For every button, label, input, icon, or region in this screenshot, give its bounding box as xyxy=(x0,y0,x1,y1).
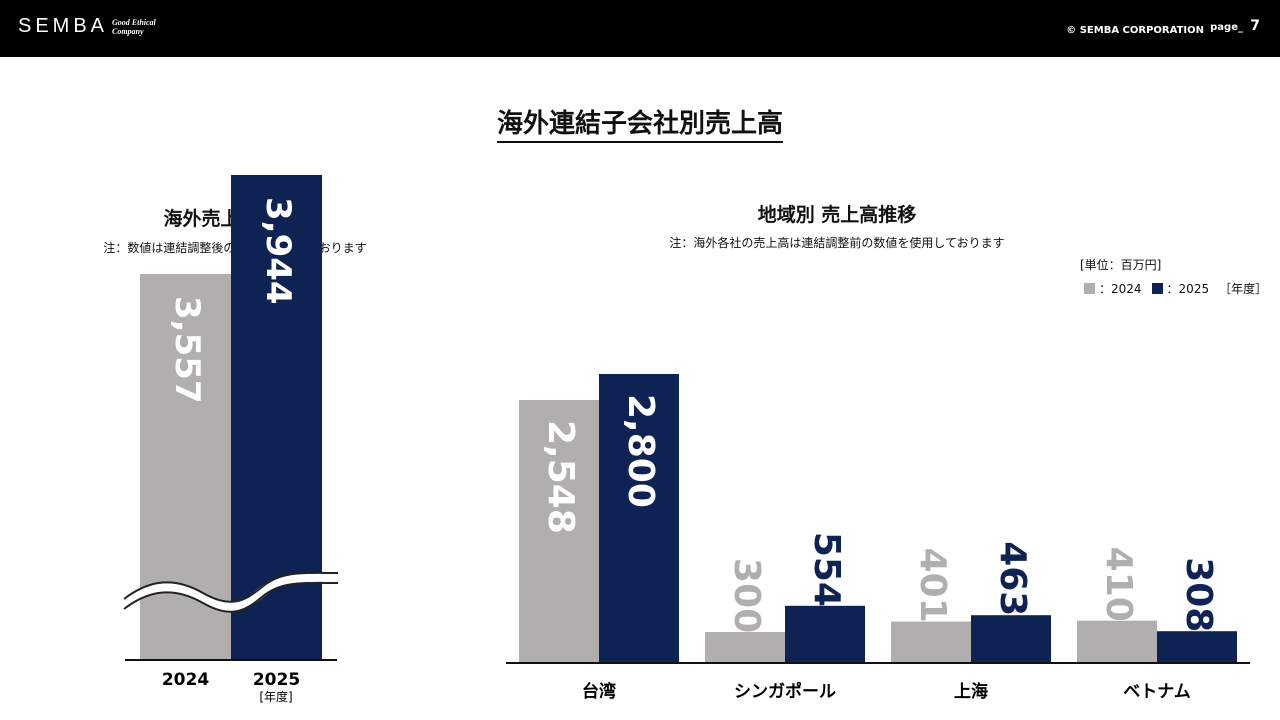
bar-label-台湾-2025: 2,800 xyxy=(620,394,661,508)
unit-label: [単位：百万円] xyxy=(1080,258,1162,272)
legend-label-2024: ：2024 xyxy=(1099,282,1142,296)
x-tick-上海: 上海 xyxy=(954,681,988,702)
bar-label-上海-2025: 463 xyxy=(992,541,1033,616)
page-title: 海外連結子会社別売上高 xyxy=(0,103,1280,143)
logo-tagline: Good Ethical Company xyxy=(112,18,156,36)
x-tick-ベトナム: ベトナム xyxy=(1123,682,1191,702)
legend-swatch-2025 xyxy=(1151,283,1163,294)
bar-上海-2024 xyxy=(891,621,971,663)
legend-swatch-2024 xyxy=(1084,283,1095,294)
x-axis-year-suffix: [年度] xyxy=(259,689,292,704)
bar-ベトナム-2025 xyxy=(1157,631,1237,663)
chart-legend: ：2024 ：2025 ［年度］ xyxy=(1084,280,1267,297)
bar-シンガポール-2025 xyxy=(785,605,865,663)
page-number: 7 xyxy=(1250,18,1260,34)
legend-label-2025: ：2025 xyxy=(1166,282,1210,296)
legend-item-2025: ：2025 xyxy=(1151,280,1210,297)
bar-label-total-2025: 3,944 xyxy=(258,197,298,305)
x-tick-シンガポール: シンガポール xyxy=(734,681,836,702)
x-tick-台湾: 台湾 xyxy=(582,681,616,702)
bar-label-ベトナム-2025: 308 xyxy=(1178,557,1219,632)
bar-label-シンガポール-2025: 554 xyxy=(806,532,847,607)
bar-ベトナム-2024 xyxy=(1077,620,1157,663)
axis-break-line-lower xyxy=(123,581,339,613)
axis-break-line-upper xyxy=(123,571,339,603)
right-chart-note: 注：海外各社の売上高は連結調整前の数値を使用しております xyxy=(669,236,1005,250)
bar-label-シンガポール-2024: 300 xyxy=(726,558,767,633)
page-label: page_ xyxy=(1210,22,1243,33)
right-chart-title: 地域別 売上高推移 xyxy=(757,204,917,226)
bar-label-台湾-2024: 2,548 xyxy=(540,420,581,534)
axis-break-band xyxy=(120,572,339,612)
bar-上海-2025 xyxy=(971,615,1051,663)
legend-item-2024: ：2024 xyxy=(1084,280,1142,297)
bar-台湾-2024 xyxy=(519,400,599,663)
bar-台湾-2025 xyxy=(599,374,679,663)
bar-label-ベトナム-2024: 410 xyxy=(1098,547,1139,622)
bar-label-total-2024: 3,557 xyxy=(167,296,207,404)
semba-logo[interactable]: SEMBA xyxy=(18,15,109,37)
bar-シンガポール-2024 xyxy=(705,632,785,663)
header-bar: SEMBA Good Ethical Company © SEMBA CORPO… xyxy=(0,0,1280,57)
x-tick-2025: 2025 xyxy=(253,670,300,690)
legend-year-suffix: ［年度］ xyxy=(1219,282,1268,296)
bar-label-上海-2024: 401 xyxy=(912,548,953,623)
x-tick-2024: 2024 xyxy=(162,670,209,690)
page-title-text: 海外連結子会社別売上高 xyxy=(496,109,783,143)
copyright-text: © SEMBA CORPORATION xyxy=(1066,25,1204,36)
